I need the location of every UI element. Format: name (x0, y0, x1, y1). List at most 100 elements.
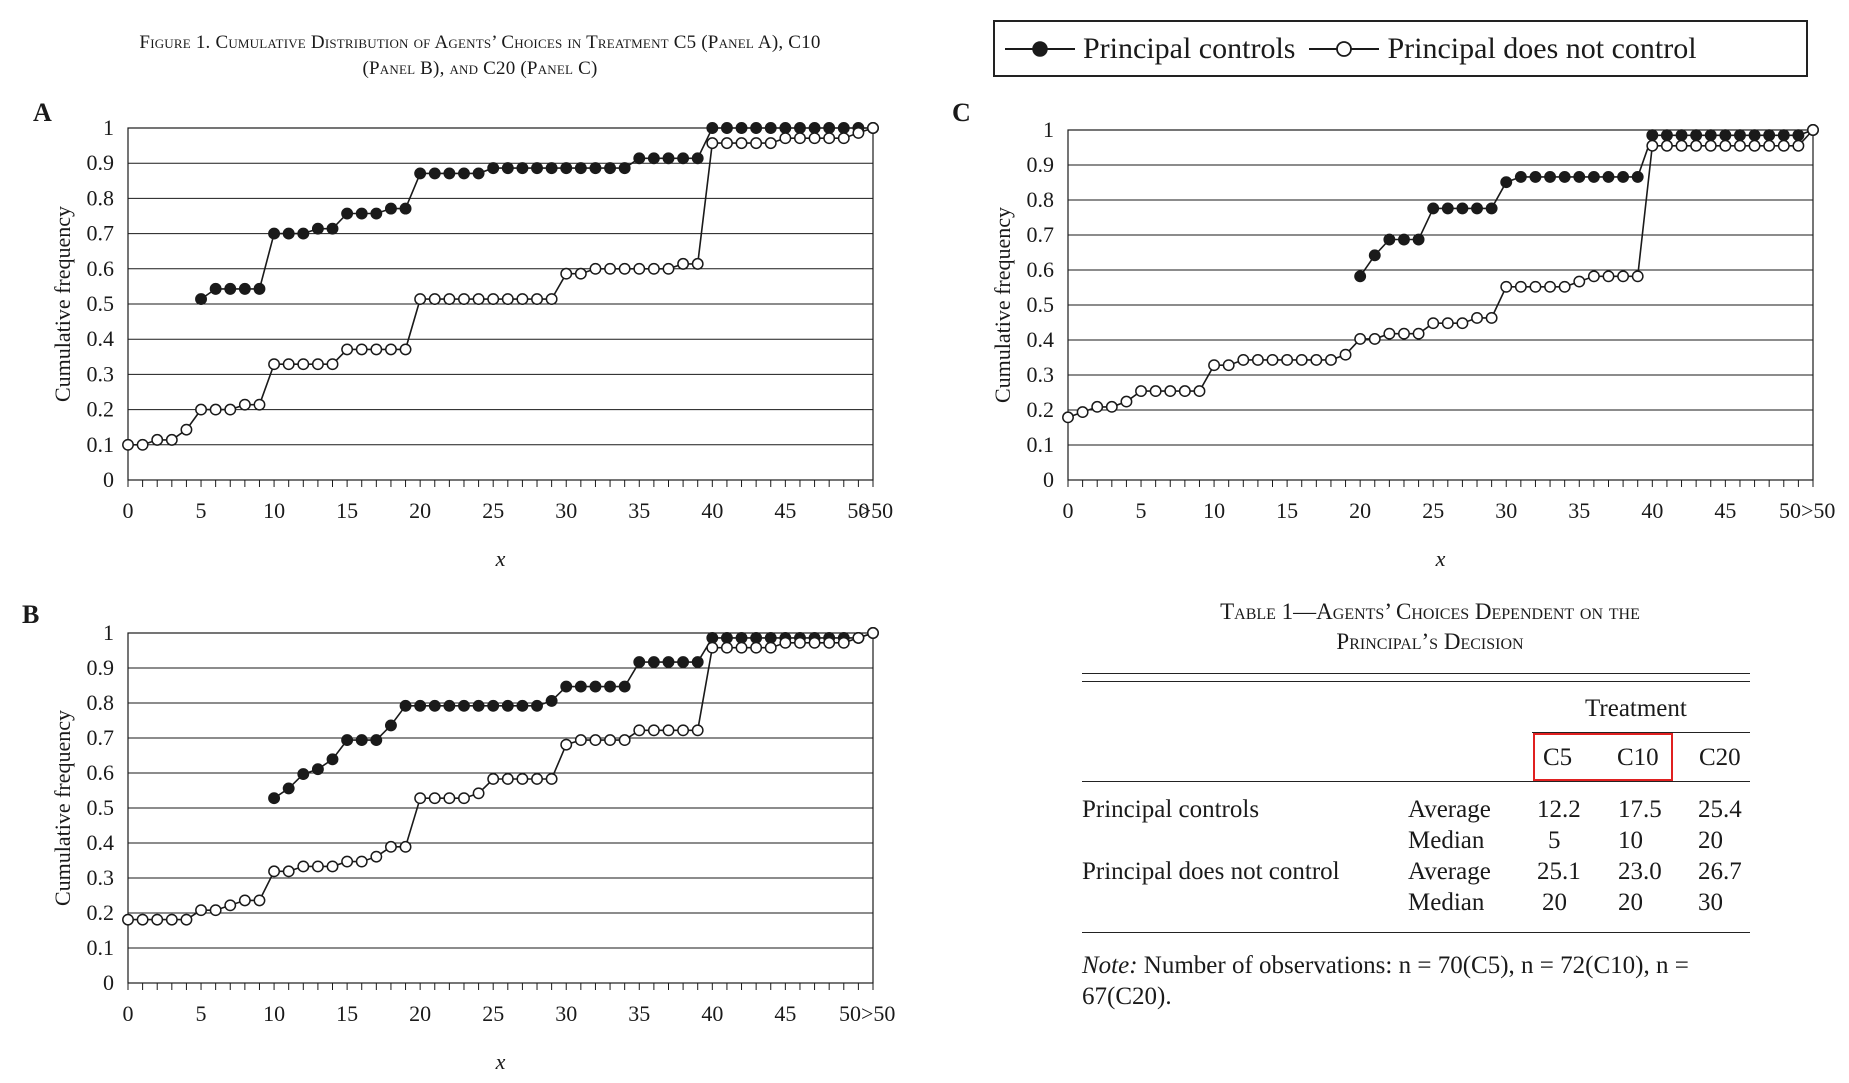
y-tick-label: 0.1 (87, 432, 115, 457)
data-point-not-control (1208, 359, 1221, 372)
data-point-controls (647, 656, 660, 668)
data-point-controls (1441, 202, 1454, 215)
chart-legend: Principal controls Principal does not co… (993, 20, 1808, 77)
row-stat: Median (1408, 889, 1485, 916)
data-point-not-control (735, 641, 748, 654)
y-tick-label: 0.8 (87, 185, 115, 210)
y-tick-label: 0.3 (87, 865, 115, 890)
data-point-not-control (472, 293, 485, 306)
data-point-not-control (1573, 275, 1586, 288)
data-point-controls (720, 631, 733, 644)
table-header-rule (1082, 781, 1750, 782)
data-point-controls (1631, 170, 1644, 183)
data-point-controls (297, 227, 310, 240)
data-point-not-control (238, 398, 251, 411)
data-point-not-control (720, 641, 733, 654)
data-point-controls (428, 699, 441, 712)
data-point-controls (224, 282, 237, 295)
x-tick-label: 35 (628, 498, 650, 523)
data-point-controls (1719, 129, 1732, 142)
data-point-controls (545, 162, 558, 175)
data-point-controls (1412, 233, 1425, 246)
y-tick-label: 0.4 (87, 830, 115, 855)
data-point-controls (1660, 129, 1673, 142)
data-point-not-control (808, 132, 821, 145)
data-point-controls (1427, 202, 1440, 215)
data-point-not-control (122, 438, 134, 451)
data-point-controls (750, 122, 763, 134)
data-point-controls (253, 282, 266, 295)
data-point-controls (370, 734, 383, 747)
data-point-controls (1734, 129, 1746, 142)
data-point-controls (516, 162, 529, 175)
chart-panel-b: 00.10.20.30.40.50.60.70.80.910 5 10 15 20 25 3… (50, 620, 895, 1074)
y-tick-label: 0.9 (1027, 152, 1055, 177)
table-cell: 25.1 (1537, 858, 1581, 885)
y-tick-label: 0.3 (1027, 362, 1055, 387)
data-point-not-control (326, 860, 339, 873)
data-point-controls (355, 207, 368, 220)
data-point-not-control (428, 293, 441, 306)
data-point-controls (1690, 129, 1703, 142)
series-line (128, 127, 874, 446)
data-point-controls (750, 631, 763, 644)
data-point-controls (268, 227, 281, 240)
data-point-controls (370, 207, 383, 220)
data-point-controls (516, 699, 529, 712)
series-line (128, 632, 874, 921)
data-point-not-control (1281, 354, 1294, 366)
table-note: Note: Number of observations: n = 70(C5)… (1082, 950, 1754, 1012)
data-point-controls (1777, 129, 1790, 142)
data-point-not-control (764, 137, 777, 150)
data-point-controls (779, 122, 792, 134)
data-point-not-control (560, 267, 573, 280)
data-point-controls (1792, 129, 1805, 142)
panel-letter-b: B (22, 600, 40, 629)
y-tick-label: 0.5 (1027, 292, 1055, 317)
chart-panel-a: 00.10.20.30.40.50.60.70.80.910 5 10 15 20 25 3… (50, 115, 893, 571)
data-point-not-control (341, 855, 354, 868)
data-point-not-control (545, 773, 558, 785)
x-tick-label: 25 (482, 1001, 504, 1026)
table-title-line2: Principal’s Decision (1336, 629, 1524, 654)
table-cell: 10 (1618, 827, 1643, 854)
data-point-controls (1675, 129, 1688, 142)
data-point-controls (487, 162, 500, 175)
data-point-controls (1617, 170, 1630, 183)
data-point-controls (1573, 170, 1586, 183)
data-point-not-control (195, 403, 207, 416)
data-point-not-control (1368, 333, 1381, 345)
data-point-not-control (414, 792, 427, 805)
panel-letter-a: A (33, 98, 52, 127)
data-point-not-control (1222, 359, 1235, 372)
data-point-controls (633, 656, 646, 668)
data-point-not-control (1339, 348, 1352, 361)
data-point-controls (647, 152, 660, 165)
data-point-not-control (662, 724, 675, 737)
y-tick-label: 0.4 (87, 326, 115, 351)
x-tick-label: 25 (482, 498, 504, 523)
data-point-controls (384, 202, 397, 215)
data-point-not-control (1602, 270, 1615, 283)
data-point-controls (560, 162, 573, 175)
data-point-not-control (165, 913, 178, 926)
data-point-not-control (823, 636, 836, 649)
data-point-not-control (574, 267, 587, 280)
table-cell: 20 (1618, 889, 1643, 916)
data-point-not-control (501, 773, 514, 785)
data-point-controls (808, 122, 821, 134)
data-point-not-control (1500, 280, 1513, 293)
data-point-controls (633, 152, 646, 165)
data-point-controls (341, 207, 354, 220)
data-point-not-control (355, 343, 368, 356)
data-point-not-control (1748, 139, 1761, 152)
data-point-not-control (180, 423, 193, 436)
table-bottom-rule (1082, 932, 1750, 933)
data-point-controls (735, 631, 748, 644)
data-point-not-control (1295, 354, 1308, 366)
data-point-not-control (1485, 312, 1498, 324)
y-tick-label: 0.5 (87, 795, 115, 820)
data-point-not-control (1675, 139, 1688, 152)
data-point-not-control (311, 358, 324, 371)
data-point-not-control (545, 293, 558, 306)
